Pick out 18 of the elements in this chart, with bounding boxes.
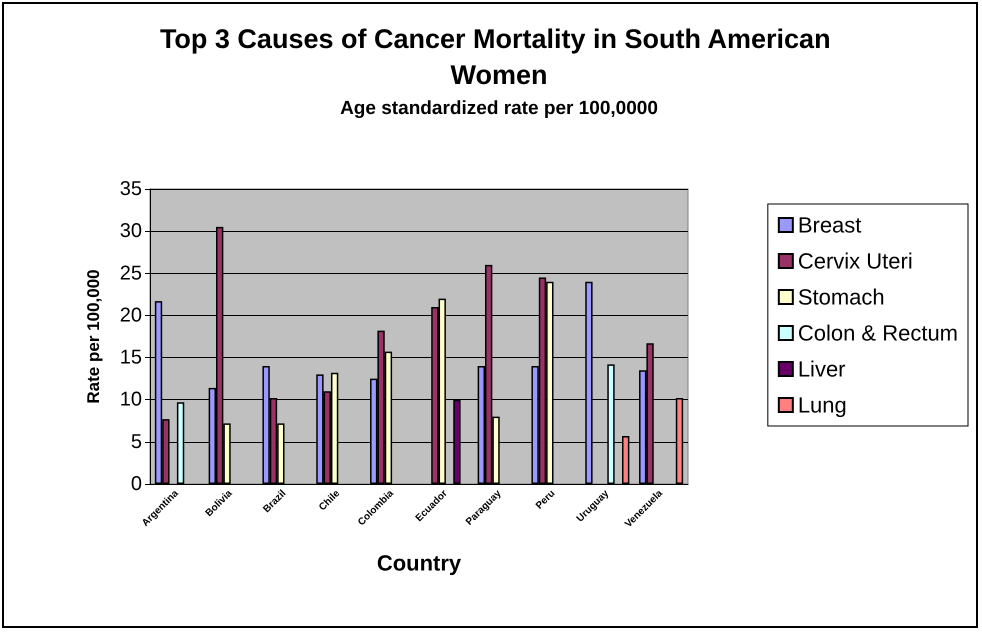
legend-label: Stomach	[798, 284, 885, 310]
y-tick-label: 5	[130, 430, 142, 453]
y-tick-label: 10	[120, 388, 142, 411]
y-tick-label: 15	[120, 346, 142, 369]
y-tick-label: 25	[120, 262, 142, 284]
legend-label: Lung	[798, 392, 847, 418]
y-axis-title: Rate per 100,000	[84, 269, 103, 404]
legend-label: Colon & Rectum	[798, 320, 958, 346]
legend-label: Cervix Uteri	[798, 248, 913, 274]
legend-label: Breast	[798, 212, 862, 238]
chart-subtitle: Age standardized rate per 100,0000	[340, 98, 658, 119]
y-tick-label: 35	[120, 178, 142, 200]
x-axis-title: Country	[376, 550, 462, 576]
y-tick-label: 30	[120, 220, 142, 242]
chart-title: Top 3 Causes of Cancer Mortality in South American Women	[160, 24, 838, 90]
legend-label: Liver	[798, 356, 846, 382]
y-tick-label: 0	[130, 473, 142, 495]
y-tick-label: 20	[120, 304, 142, 326]
